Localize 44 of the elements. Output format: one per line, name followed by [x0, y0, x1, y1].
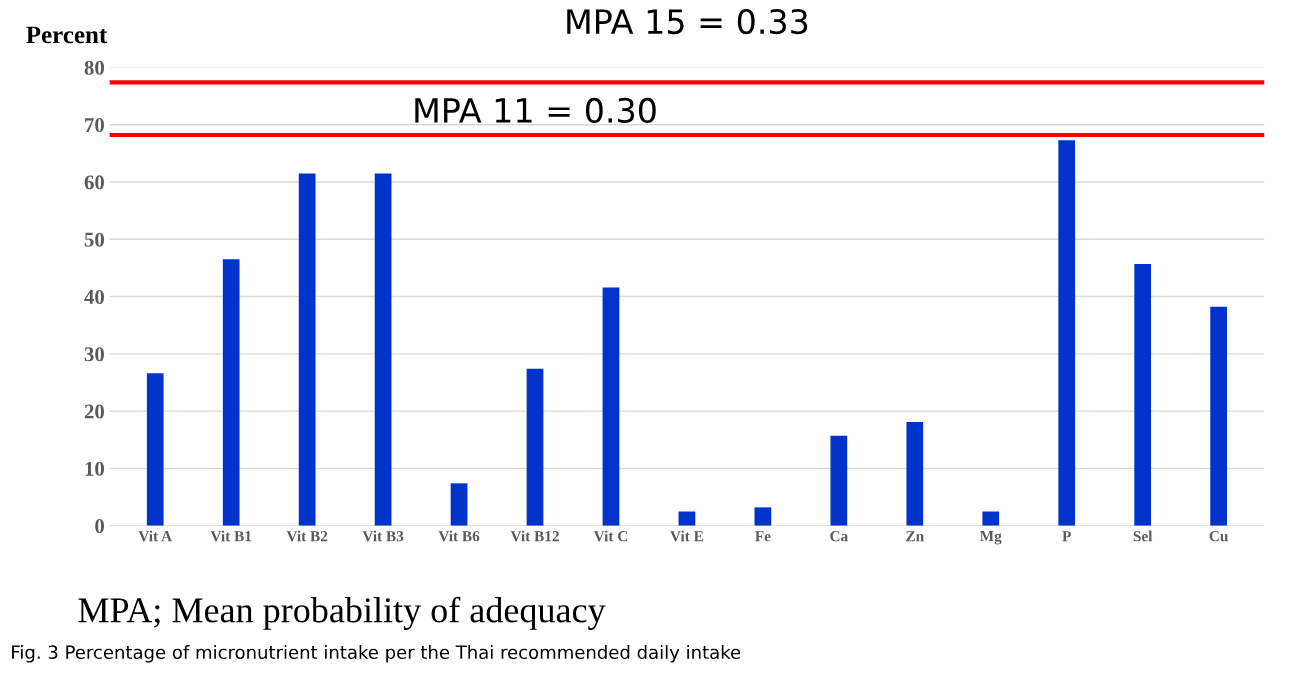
- y-tick-label: 60: [84, 175, 104, 190]
- x-tick-label: Vit E: [670, 530, 704, 542]
- x-tick-label: Sel: [1133, 530, 1153, 542]
- x-tick-label: Vit A: [138, 530, 173, 542]
- x-tick-label: P: [1062, 531, 1071, 542]
- x-tick-label: Vit B2: [286, 530, 328, 542]
- bar: [298, 173, 316, 526]
- bar: [1134, 263, 1152, 526]
- x-tick-label: Vit B6: [438, 530, 480, 542]
- bar: [526, 368, 544, 526]
- bar: [450, 483, 468, 526]
- y-tick-label: 80: [84, 60, 104, 75]
- x-tick-label: Cu: [1209, 531, 1228, 542]
- x-tick-label: Fe: [755, 531, 771, 542]
- x-tick-label: Vit B3: [362, 530, 404, 542]
- x-tick-label: Vit C: [593, 530, 628, 542]
- bar: [982, 511, 1000, 526]
- bar: [1210, 306, 1227, 526]
- y-tick-label: 10: [85, 461, 104, 476]
- annotation: MPA 15 = 0.33: [567, 8, 808, 35]
- bar: [754, 507, 772, 526]
- y-tick-label: 50: [84, 232, 104, 247]
- bar: [222, 259, 240, 526]
- bar: [374, 173, 392, 526]
- bar: [906, 422, 924, 526]
- x-tick-label: Zn: [906, 531, 924, 542]
- x-tick-label: Mg: [979, 531, 1002, 545]
- bar: [1058, 140, 1076, 526]
- y-tick-label: 40: [84, 289, 104, 304]
- y-tick-label: 20: [84, 404, 104, 419]
- bar: [146, 373, 164, 526]
- y-tick-label: 0: [95, 519, 104, 534]
- bar: [830, 435, 848, 526]
- text: MPA; Mean probability of adequacy: [78, 596, 606, 630]
- y-tick-label: 30: [84, 347, 104, 362]
- x-tick-label: Vit B1: [210, 530, 252, 542]
- bar: [678, 511, 696, 526]
- bar: [602, 287, 620, 526]
- y-tick-label: 70: [85, 118, 104, 133]
- x-tick-label: Ca: [830, 531, 848, 542]
- y-axis-title: Percent: [26, 26, 108, 44]
- caption: Fig. 3 Percentage of micronutrient intake per the Thai recommended daily intake: [12, 645, 741, 663]
- x-tick-label: Vit B12: [510, 530, 559, 542]
- annotation: MPA 11 = 0.30: [415, 97, 656, 123]
